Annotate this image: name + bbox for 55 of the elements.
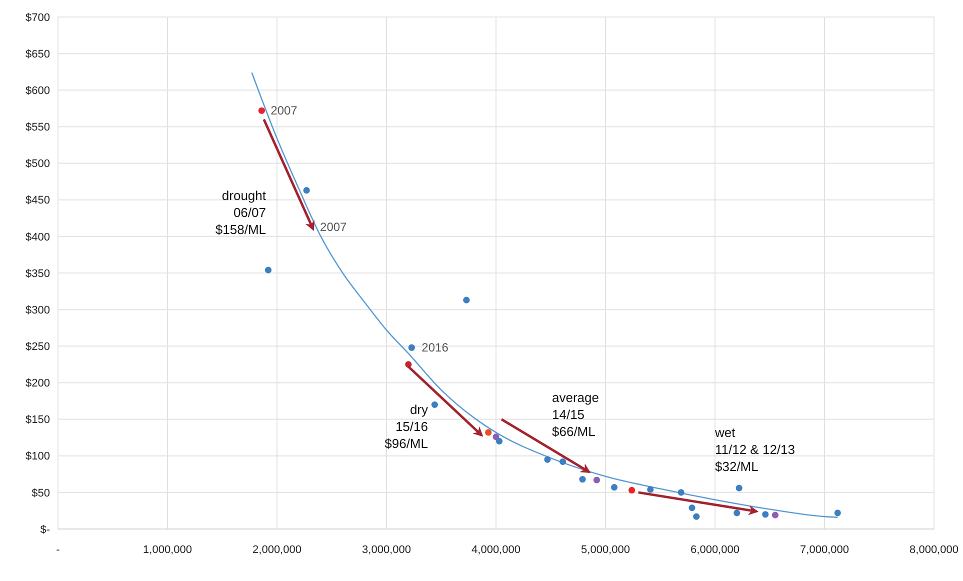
y-tick-label: $150	[26, 414, 50, 426]
point	[431, 401, 438, 408]
point	[496, 438, 503, 445]
y-tick-label: $450	[26, 194, 50, 207]
x-tick-label: 6,000,000	[690, 544, 740, 556]
point	[688, 504, 696, 512]
y-tick-label: $200	[26, 378, 50, 390]
x-tick-label: 7,000,000	[800, 544, 849, 556]
y-tick-label: $650	[26, 48, 50, 60]
x-tick-label: 1,000,000	[143, 544, 192, 556]
x-tick-label: 3,000,000	[362, 544, 411, 556]
y-tick-label: $700	[26, 12, 50, 24]
point	[264, 266, 272, 274]
y-tick-label: $350	[26, 268, 50, 280]
point	[734, 510, 740, 516]
x-tick-label: 4,000,000	[472, 544, 520, 556]
point	[408, 344, 415, 351]
y-tick-label: $500	[26, 158, 50, 170]
y-tick-label: $-	[40, 524, 50, 536]
y-tick-label: $600	[26, 84, 50, 97]
annotation: 2007	[270, 104, 298, 118]
x-tick-label: 8,000,000	[910, 544, 958, 556]
annotation: average 14/15 $66/ML	[552, 390, 599, 439]
point	[610, 484, 618, 491]
point	[678, 489, 684, 496]
point	[485, 429, 492, 436]
annotation: 2016	[422, 340, 449, 355]
point	[834, 510, 841, 516]
y-tick-label: $50	[32, 487, 50, 500]
y-tick-label: $250	[26, 340, 50, 353]
annotation: dry 15/16 $96/ML	[384, 402, 428, 451]
point	[647, 486, 654, 493]
x-tick-label: 5,000,000	[581, 544, 630, 556]
point	[693, 513, 700, 520]
point	[544, 456, 551, 463]
annotation: drought 06/07 $158/ML	[215, 188, 266, 237]
point	[593, 476, 600, 484]
y-tick-label: $300	[26, 304, 50, 316]
point	[736, 484, 742, 492]
y-tick-label: $550	[26, 122, 50, 134]
point	[772, 512, 779, 518]
point	[559, 458, 566, 466]
point	[303, 187, 310, 194]
annotation: wet 11/12 & 12/13 $32/ML	[714, 425, 795, 474]
y-tick-label: $100	[26, 450, 50, 463]
x-tick-label: -	[56, 544, 60, 556]
y-tick-label: $400	[26, 231, 50, 244]
point	[258, 107, 265, 114]
point	[463, 296, 470, 304]
x-tick-label: 2,000,000	[252, 544, 302, 556]
point	[762, 511, 769, 518]
point	[492, 434, 500, 440]
point	[579, 476, 586, 483]
annotation: 2007	[320, 220, 348, 234]
point	[628, 486, 636, 494]
